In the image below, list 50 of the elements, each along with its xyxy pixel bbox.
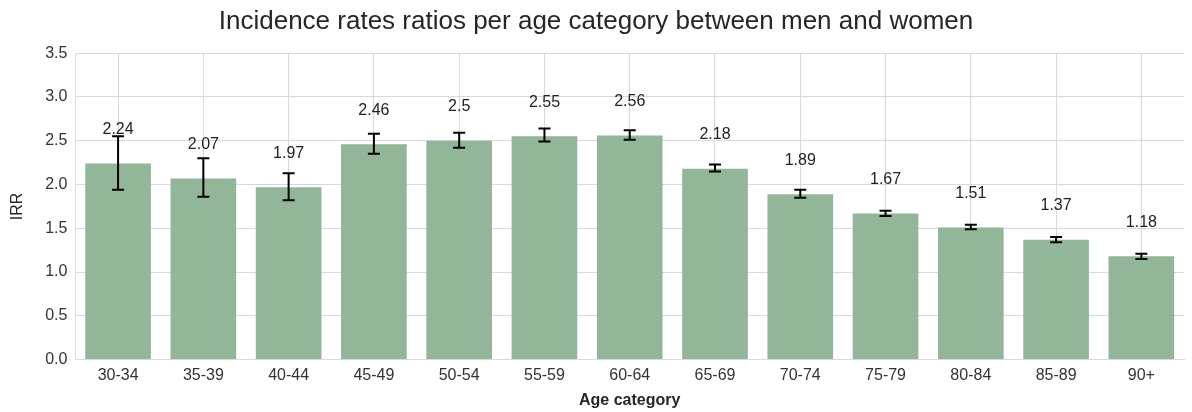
x-axis-title: Age category: [579, 390, 681, 408]
x-tick-label: 70-74: [779, 365, 821, 383]
x-tick-label: 60-64: [609, 365, 651, 383]
bar: [767, 194, 834, 360]
bar: [341, 144, 407, 360]
x-tick-label: 55-59: [523, 365, 566, 383]
x-tick-label: 90+: [1127, 365, 1155, 383]
data-label: 1.37: [1040, 196, 1072, 214]
y-tick-label: 2.5: [45, 131, 68, 149]
data-label: 1.51: [955, 183, 987, 201]
bar: [596, 135, 663, 360]
x-tick-label: 50-54: [438, 365, 480, 383]
data-label: 2.55: [528, 92, 561, 110]
bar: [170, 178, 237, 360]
bar: [682, 168, 748, 360]
bar: [426, 140, 492, 360]
bar: [937, 227, 1004, 360]
bar: [1023, 239, 1089, 360]
x-tick-label: 80-84: [950, 365, 992, 383]
x-tick-label: 40-44: [268, 365, 310, 383]
x-tick-label: 45-49: [353, 365, 395, 383]
x-tick-label: 65-69: [694, 365, 736, 383]
bar: [85, 163, 151, 360]
bar: [1108, 256, 1175, 360]
y-tick-label: 1.5: [45, 218, 68, 236]
chart-title: Incidence rates ratios per age category between men and women: [218, 4, 974, 35]
y-tick-label: 3.0: [45, 87, 68, 105]
data-label: 2.07: [187, 134, 220, 152]
data-label: 2.24: [102, 119, 134, 137]
data-label: 1.97: [273, 143, 305, 161]
y-tick-label: 2.0: [45, 174, 68, 192]
y-tick-label: 1.0: [45, 262, 68, 280]
y-tick-label: 0.0: [45, 350, 68, 368]
x-tick-label: 85-89: [1035, 365, 1077, 383]
x-tick-label: 75-79: [865, 365, 907, 383]
y-tick-label: 0.5: [45, 306, 68, 324]
bar: [511, 136, 578, 360]
y-tick-label: 3.5: [45, 43, 68, 61]
data-label: 2.18: [699, 125, 731, 143]
x-tick-label: 35-39: [182, 365, 224, 383]
data-label: 2.5: [448, 97, 471, 115]
data-label: 2.46: [358, 100, 390, 118]
data-label: 1.67: [869, 169, 902, 187]
data-label: 1.18: [1125, 212, 1158, 230]
x-tick-label: 30-34: [97, 365, 139, 383]
y-axis-title: IRR: [8, 192, 26, 221]
data-label: 1.89: [784, 150, 816, 168]
bar: [852, 213, 919, 360]
data-label: 2.56: [614, 91, 646, 109]
bar: [255, 187, 322, 360]
